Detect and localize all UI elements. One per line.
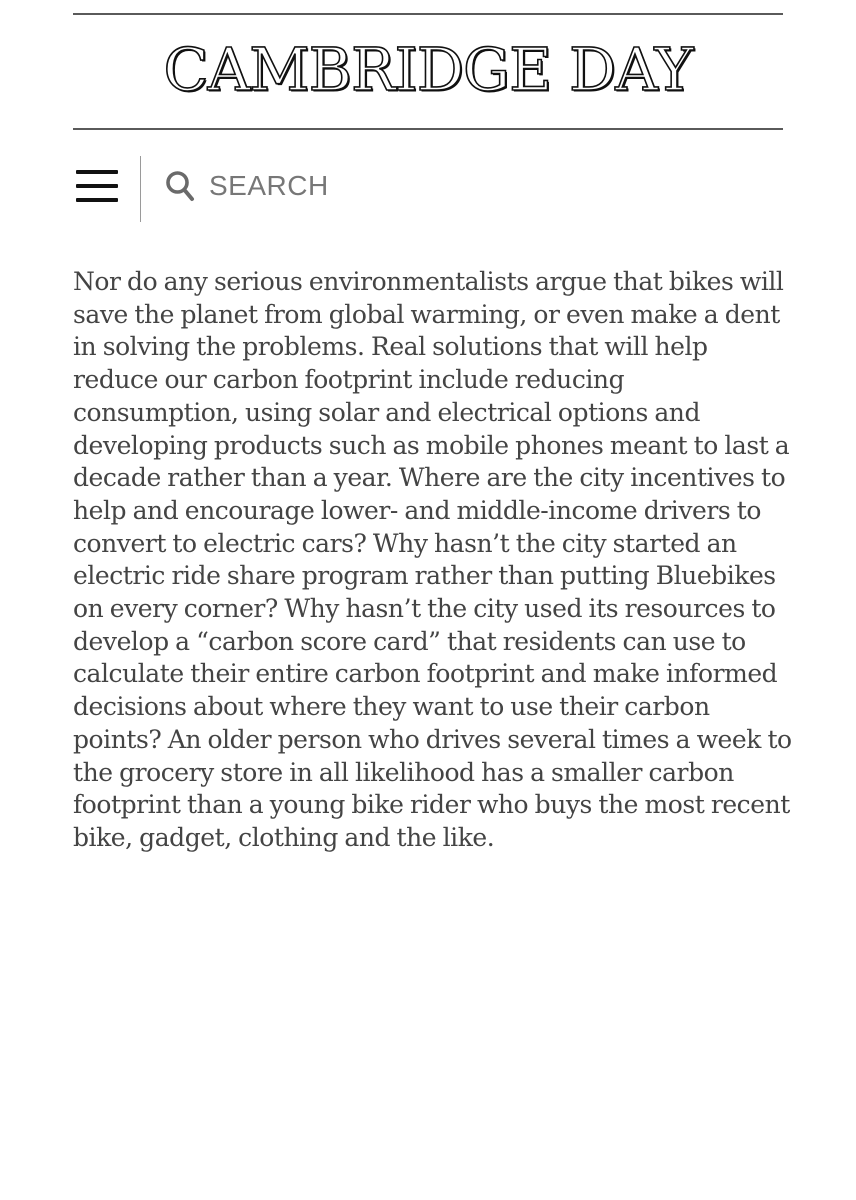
article-paragraph: Nor do any serious environmentalists arg… [73,267,792,852]
nav-divider [140,156,141,222]
search-label: SEARCH [209,170,329,201]
search-icon [166,171,194,201]
search-button[interactable]: SEARCH [165,166,329,206]
menu-line [76,170,118,174]
site-logo-title[interactable]: CAMBRIDGE DAY [163,34,695,105]
masthead: CAMBRIDGE DAY [73,13,783,130]
nav-bar: SEARCH [73,152,783,224]
menu-line [76,198,118,202]
menu-line [76,184,118,188]
hamburger-menu-icon[interactable] [76,170,118,202]
